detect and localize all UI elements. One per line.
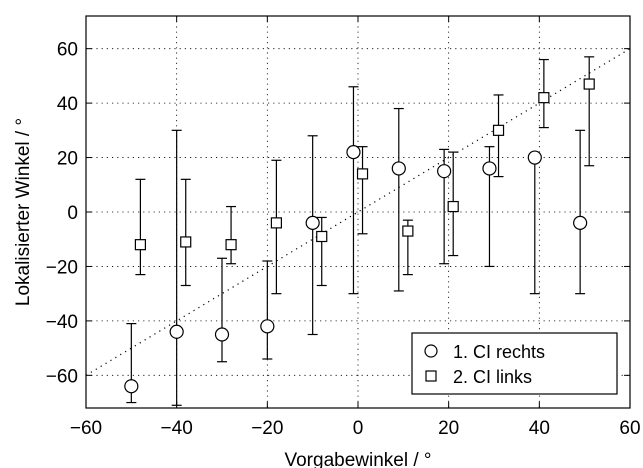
circle-marker [305, 215, 320, 230]
legend-circle-marker [424, 344, 438, 358]
legend-square-marker [425, 370, 437, 382]
square-marker [402, 225, 414, 237]
circle-marker [260, 319, 275, 334]
circle-marker [169, 324, 184, 339]
square-marker [492, 124, 505, 136]
square-marker [180, 236, 192, 248]
square-marker [538, 92, 550, 104]
y-tick-label: 20 [57, 149, 78, 170]
x-tick-label: −40 [161, 418, 193, 439]
square-marker [134, 239, 146, 251]
circle-marker [527, 150, 542, 165]
square-marker [225, 239, 237, 251]
x-axis-label: Vorgabewinkel / ° [284, 450, 431, 468]
x-tick-label: −60 [70, 418, 102, 439]
square-marker [316, 230, 328, 243]
x-tick-label: 0 [353, 418, 364, 439]
circle-marker [346, 145, 361, 160]
ticks: −60 −40 −20 0 20 40 60 −60 −40 −20 0 20 40 60 [46, 16, 641, 439]
x-tick-label: 60 [619, 418, 640, 439]
y-tick-label: 0 [67, 203, 78, 224]
square-marker [583, 78, 595, 90]
circle-marker [214, 327, 230, 342]
y-tick-label: 40 [57, 94, 78, 115]
legend: 1. CI rechts 2. CI links [411, 332, 618, 395]
circle-marker [437, 164, 452, 179]
y-axis-label: Lokalisierter Winkel / ° [13, 118, 34, 306]
legend-box [411, 332, 618, 395]
y-tick-label: −20 [46, 257, 78, 278]
circle-marker [124, 379, 139, 394]
square-marker [270, 217, 282, 229]
legend-label-series-2: 2. CI links [453, 367, 532, 387]
y-tick-label: −40 [46, 312, 78, 333]
x-tick-label: −20 [251, 418, 283, 439]
legend-label-series-1: 1. CI rechts [453, 342, 545, 362]
circle-marker [391, 161, 406, 176]
square-marker [447, 200, 459, 213]
square-marker [356, 168, 369, 180]
x-tick-label: 20 [438, 418, 459, 439]
markers [124, 78, 595, 394]
y-tick-label: 60 [57, 40, 78, 61]
x-tick-label: 40 [529, 418, 550, 439]
circle-marker [573, 215, 588, 230]
y-tick-label: −60 [46, 366, 78, 387]
circle-marker [482, 161, 497, 176]
